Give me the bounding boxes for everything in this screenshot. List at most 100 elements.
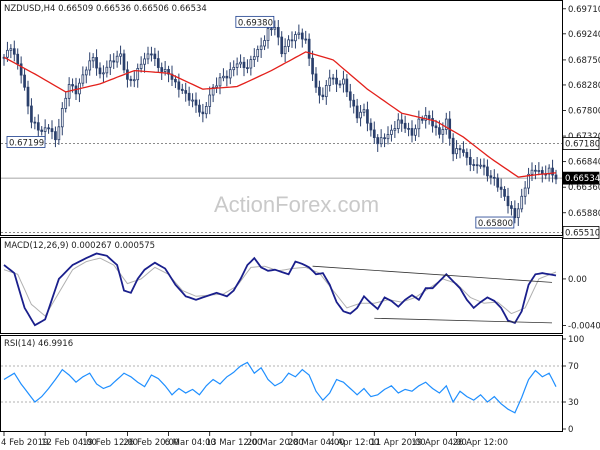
candle-body <box>362 109 366 113</box>
candle-body <box>328 77 332 86</box>
candle-body <box>516 208 520 218</box>
candle-body <box>510 205 513 209</box>
candle-body <box>482 164 486 168</box>
candle-body <box>12 48 16 55</box>
candle-body <box>242 61 246 69</box>
candle-body <box>136 68 140 81</box>
price-tick-label: 0.68750 <box>568 56 600 66</box>
candle-body <box>150 53 153 56</box>
candle-body <box>424 115 428 121</box>
candle-body <box>331 77 335 80</box>
macd-trendline-1 <box>374 317 553 324</box>
candle-body <box>489 175 493 178</box>
candle-body <box>270 28 273 31</box>
candle-body <box>396 119 400 130</box>
moving-average-line <box>3 51 557 178</box>
candle-body <box>335 77 338 85</box>
candle-body <box>88 60 92 71</box>
candle-body <box>420 118 424 121</box>
candle-body <box>304 38 308 41</box>
candle-body <box>324 84 328 98</box>
candle-body <box>273 27 277 30</box>
candle-body <box>472 164 476 166</box>
candle-body <box>434 125 438 129</box>
price-tick-label: 0.66360 <box>568 183 600 193</box>
moving-average-path <box>3 51 557 178</box>
candle-body <box>407 127 410 130</box>
candle-body <box>126 69 129 80</box>
price-tick-label: 0.67320 <box>568 132 600 142</box>
candle-body <box>232 66 236 71</box>
price-tick-label: 0.66840 <box>568 158 600 168</box>
candle-body <box>40 129 44 132</box>
candle-body <box>26 86 30 107</box>
candle-body <box>143 58 146 65</box>
time-tick-label: 4 Feb 2019 <box>1 438 49 448</box>
candle-body <box>33 121 37 124</box>
candle-body <box>280 36 284 55</box>
candle-body <box>84 69 88 76</box>
rsi-axis: 100 70 30 0 <box>562 335 584 435</box>
candle-body <box>441 129 445 135</box>
candle-body <box>393 128 397 131</box>
candle-body <box>290 39 294 42</box>
candle-body <box>513 208 517 218</box>
time-tick-label: 19 Feb 12:00 <box>82 438 138 448</box>
rsi-tick-label: 30 <box>568 398 579 408</box>
macd-lines <box>3 252 557 327</box>
candle-body <box>256 49 260 58</box>
annotation-box-0 <box>235 15 275 28</box>
time-tick-label: 11 Apr 20:00 <box>370 438 425 448</box>
candle-body <box>263 40 266 47</box>
candle-body <box>400 119 404 124</box>
candle-body <box>506 195 510 207</box>
candle-body <box>503 188 506 197</box>
macd-panel-frame <box>0 237 563 334</box>
price-tick-label: 0.65880 <box>568 209 600 219</box>
candle-body <box>314 73 318 88</box>
candle-body <box>372 129 376 138</box>
candle-body <box>50 128 54 133</box>
candle-body <box>530 169 534 175</box>
candlesticks <box>2 20 558 226</box>
candle-body <box>342 78 345 85</box>
candle-body <box>348 91 352 101</box>
candle-body <box>215 85 218 88</box>
candle-body <box>204 106 208 115</box>
candle-body <box>300 32 304 40</box>
candle-body <box>47 127 50 130</box>
macd-panel-header: MACD(12,26,9) 0.000267 0.000575 <box>4 241 155 251</box>
candle-body <box>386 134 390 140</box>
candle-body <box>338 83 342 86</box>
candle-body <box>122 53 126 71</box>
candle-body <box>156 58 160 68</box>
candle-body <box>287 39 290 47</box>
candle-body <box>520 195 524 210</box>
candle-body <box>43 127 47 132</box>
candle-body <box>102 72 105 75</box>
watermark: ActionForex.com <box>214 192 379 217</box>
candle-body <box>427 115 431 119</box>
candle-body <box>410 128 414 136</box>
candle-body <box>390 129 393 135</box>
candle-body <box>184 90 188 94</box>
candle-body <box>180 88 184 91</box>
candle-body <box>9 48 13 51</box>
time-tick-label: 19 Apr 04:00 <box>411 438 466 448</box>
candle-body <box>283 45 287 55</box>
candle-body <box>54 131 57 141</box>
price-tick-label: 0.67800 <box>568 107 600 117</box>
candle-body <box>187 92 191 101</box>
candle-body <box>218 77 222 87</box>
price-level-label-0: 0.67180 <box>565 140 600 150</box>
price-axis: 0.69710 0.69240 0.68750 0.68280 0.67800 0.673… <box>562 5 600 239</box>
candle-body <box>16 53 20 65</box>
candle-body <box>527 173 530 189</box>
candle-body <box>352 99 356 107</box>
candle-body <box>465 152 469 158</box>
candle-body <box>444 118 448 130</box>
candle-body <box>554 174 558 180</box>
candle-body <box>307 38 311 59</box>
candle-body <box>479 164 482 167</box>
